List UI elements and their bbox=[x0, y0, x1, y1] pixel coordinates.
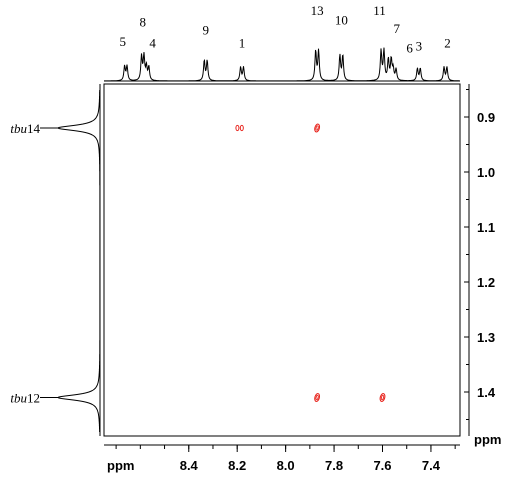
top-1d-spectrum-trace bbox=[104, 47, 460, 82]
plot-frame bbox=[103, 83, 461, 437]
x-tick-label: 7.6 bbox=[373, 458, 391, 473]
x-axis-unit-label: ppm bbox=[107, 458, 134, 473]
peak-label: 13 bbox=[311, 3, 324, 18]
peak-label: 1 bbox=[239, 36, 246, 51]
peak-label: 9 bbox=[202, 23, 209, 38]
peak-label: 6 bbox=[406, 40, 413, 55]
x-tick-label: 8.2 bbox=[228, 458, 246, 473]
side-peak-label: tbu12 bbox=[10, 391, 40, 406]
peak-label: 4 bbox=[149, 36, 156, 51]
peak-label: 11 bbox=[373, 3, 386, 18]
y-tick-label: 1.4 bbox=[477, 385, 496, 400]
y-tick-label: 0.9 bbox=[477, 110, 495, 125]
cross-peak bbox=[379, 393, 386, 402]
y-tick-label: 1.0 bbox=[477, 165, 495, 180]
y-tick-label: 1.3 bbox=[477, 330, 495, 345]
peak-label: 7 bbox=[394, 21, 401, 36]
cross-peak bbox=[314, 123, 321, 133]
x-ticks: 8.4 8.2 8.0 7.8 7.6 7.4 bbox=[180, 445, 441, 473]
cross-peak bbox=[235, 124, 244, 132]
side-1d-spectrum-trace bbox=[56, 90, 101, 432]
peak-label: 3 bbox=[416, 38, 423, 53]
top-peak-labels: 584 9 1 13 10 11 76 3 2 bbox=[120, 3, 451, 55]
cross-peaks bbox=[235, 123, 386, 402]
peak-label: 5 bbox=[120, 34, 127, 49]
x-tick-label: 8.4 bbox=[180, 458, 199, 473]
side-peak-label: tbu14 bbox=[10, 121, 40, 136]
y-ticks: 0.9 1.0 1.1 1.2 1.3 1.4 bbox=[464, 110, 496, 400]
x-tick-label: 7.4 bbox=[422, 458, 441, 473]
peak-label: 2 bbox=[444, 36, 451, 51]
x-tick-label: 8.0 bbox=[277, 458, 295, 473]
side-peak-labels: tbu14 tbu12 bbox=[10, 121, 58, 406]
x-tick-label: 7.8 bbox=[325, 458, 343, 473]
y-tick-label: 1.1 bbox=[477, 220, 495, 235]
y-tick-label: 1.2 bbox=[477, 275, 495, 290]
cross-peak bbox=[314, 393, 321, 402]
y-axis-unit-label: ppm bbox=[474, 432, 501, 447]
peak-label: 10 bbox=[335, 12, 348, 27]
peak-label: 8 bbox=[139, 14, 146, 29]
